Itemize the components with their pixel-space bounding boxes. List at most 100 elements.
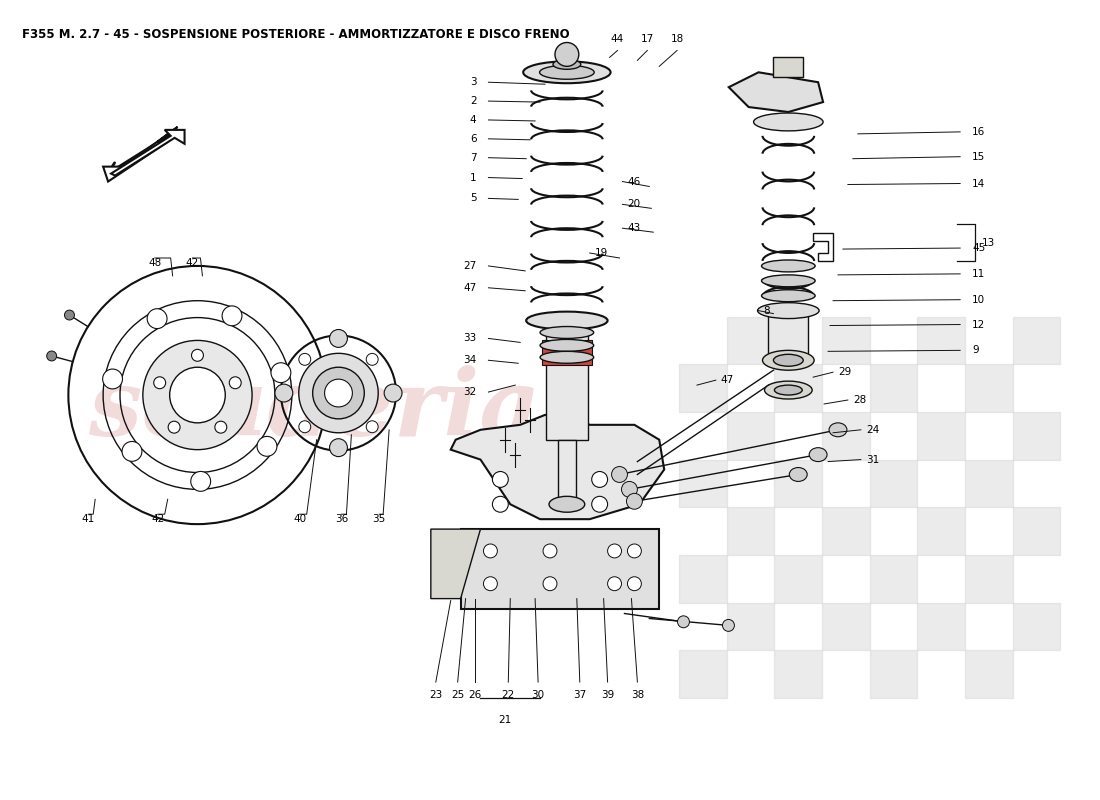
Circle shape [627, 577, 641, 590]
Text: 41: 41 [81, 514, 95, 524]
Text: 3: 3 [470, 78, 476, 87]
Ellipse shape [764, 381, 812, 399]
Ellipse shape [540, 326, 594, 338]
Text: 44: 44 [610, 34, 624, 45]
Circle shape [543, 577, 557, 590]
Circle shape [122, 442, 142, 462]
Bar [774, 555, 822, 602]
Bar [1013, 317, 1060, 364]
Circle shape [299, 354, 310, 366]
Ellipse shape [526, 312, 607, 330]
Circle shape [330, 438, 348, 457]
Circle shape [543, 544, 557, 558]
Bar [774, 364, 822, 412]
Bar [546, 326, 587, 440]
Text: 14: 14 [972, 178, 986, 189]
Text: 2: 2 [470, 96, 476, 106]
Bar [917, 317, 965, 364]
Text: 42: 42 [151, 514, 164, 524]
Text: scuderia: scuderia [88, 365, 541, 455]
Circle shape [484, 544, 497, 558]
Bar [679, 364, 727, 412]
Ellipse shape [810, 448, 827, 462]
Circle shape [191, 350, 204, 362]
Text: 45: 45 [972, 243, 986, 253]
Bar [822, 317, 870, 364]
Text: 31: 31 [866, 454, 879, 465]
Text: 16: 16 [972, 127, 986, 137]
Text: 15: 15 [972, 152, 986, 162]
Text: 12: 12 [972, 319, 986, 330]
Polygon shape [461, 529, 659, 609]
Text: 37: 37 [573, 690, 586, 700]
Circle shape [607, 577, 621, 590]
Text: 42: 42 [186, 258, 199, 268]
Text: 22: 22 [502, 690, 515, 700]
Text: 27: 27 [463, 261, 476, 271]
Bar [870, 555, 917, 602]
Text: 34: 34 [463, 355, 476, 366]
Text: 43: 43 [627, 223, 640, 234]
Text: F355 M. 2.7 - 45 - SOSPENSIONE POSTERIORE - AMMORTIZZATORE E DISCO FRENO: F355 M. 2.7 - 45 - SOSPENSIONE POSTERIOR… [22, 28, 570, 41]
Text: 10: 10 [972, 294, 986, 305]
Text: 23: 23 [429, 690, 442, 700]
Ellipse shape [524, 62, 611, 83]
Circle shape [607, 544, 621, 558]
Bar [917, 602, 965, 650]
Ellipse shape [761, 260, 815, 272]
Bar [727, 412, 774, 459]
Polygon shape [103, 127, 177, 182]
Circle shape [627, 494, 642, 510]
Text: 47: 47 [463, 282, 476, 293]
Text: 47: 47 [720, 375, 734, 385]
Bar [1013, 602, 1060, 650]
Circle shape [330, 330, 348, 347]
Circle shape [214, 422, 227, 433]
Text: 18: 18 [671, 34, 684, 45]
Text: 9: 9 [972, 346, 979, 355]
Circle shape [275, 384, 293, 402]
Circle shape [169, 367, 226, 423]
Bar [679, 459, 727, 507]
Text: 8: 8 [763, 306, 770, 316]
Text: 26: 26 [468, 690, 481, 700]
Bar [965, 364, 1013, 412]
Polygon shape [728, 72, 823, 112]
Circle shape [592, 471, 607, 487]
Bar [774, 650, 822, 698]
Text: 5: 5 [470, 194, 476, 203]
Text: 6: 6 [470, 134, 476, 144]
Polygon shape [431, 529, 481, 598]
Circle shape [102, 369, 122, 389]
Text: 21: 21 [498, 714, 512, 725]
Text: 19: 19 [595, 248, 608, 258]
Text: 39: 39 [601, 690, 614, 700]
Ellipse shape [553, 59, 581, 70]
Text: 28: 28 [852, 395, 866, 405]
Circle shape [271, 362, 290, 382]
Text: 48: 48 [148, 258, 162, 268]
Text: 17: 17 [640, 34, 653, 45]
Bar [870, 459, 917, 507]
Bar [1013, 507, 1060, 555]
Text: 40: 40 [294, 514, 306, 524]
Text: 25: 25 [451, 690, 464, 700]
Text: 30: 30 [531, 690, 544, 700]
Bar [870, 364, 917, 412]
Circle shape [612, 466, 627, 482]
Circle shape [556, 42, 579, 66]
Circle shape [257, 437, 277, 456]
Bar [679, 650, 727, 698]
Bar [679, 555, 727, 602]
Circle shape [168, 422, 180, 433]
Text: 36: 36 [334, 514, 348, 524]
Text: 32: 32 [463, 387, 476, 397]
Bar [917, 507, 965, 555]
Bar [965, 650, 1013, 698]
Text: 1: 1 [470, 173, 476, 182]
Bar [965, 459, 1013, 507]
Circle shape [143, 341, 252, 450]
Text: 11: 11 [972, 269, 986, 279]
Bar [769, 310, 808, 360]
Bar [727, 317, 774, 364]
